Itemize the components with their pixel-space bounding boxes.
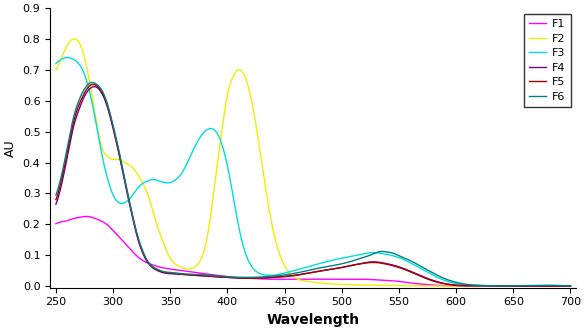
F3 (84, 84, 91, 88)
F3 (567, 284, 574, 288)
F2 (52, 68, 59, 72)
F5 (567, 284, 574, 288)
F4 (91, 85, 98, 89)
Y-axis label: AU: AU (4, 139, 17, 157)
F6 (84, 83, 91, 87)
F3 (52, 62, 59, 66)
F3 (64, 56, 71, 60)
F1 (366, 277, 373, 281)
F5 (381, 262, 388, 266)
F1 (444, 284, 451, 288)
F5 (366, 261, 373, 265)
F3 (352, 253, 359, 257)
Line: F4: F4 (56, 87, 571, 286)
F5 (352, 262, 359, 266)
F1 (381, 278, 388, 282)
F6 (352, 258, 359, 262)
Line: F3: F3 (56, 58, 571, 286)
F5 (52, 198, 59, 202)
F4 (381, 261, 388, 265)
F2 (71, 37, 78, 41)
F4 (444, 282, 451, 286)
F5 (84, 86, 91, 90)
F1 (497, 284, 504, 288)
Line: F2: F2 (56, 39, 571, 286)
F6 (88, 80, 96, 84)
Line: F6: F6 (56, 82, 571, 286)
F6 (567, 284, 574, 288)
F1 (352, 277, 359, 281)
F4 (366, 260, 373, 264)
F2 (84, 72, 91, 76)
F2 (366, 283, 373, 287)
F2 (444, 284, 451, 288)
F2 (430, 284, 437, 288)
F5 (496, 284, 503, 288)
Line: F5: F5 (56, 84, 571, 286)
F3 (381, 252, 388, 256)
F6 (381, 250, 388, 254)
F2 (352, 283, 359, 287)
F5 (510, 284, 517, 288)
X-axis label: Wavelength: Wavelength (267, 313, 360, 327)
F4 (52, 202, 59, 206)
F2 (497, 284, 504, 288)
F6 (444, 277, 451, 281)
F6 (52, 193, 59, 197)
Legend: F1, F2, F3, F4, F5, F6: F1, F2, F3, F4, F5, F6 (524, 14, 571, 107)
F3 (366, 251, 373, 255)
F2 (567, 284, 574, 288)
F3 (496, 284, 503, 288)
F1 (567, 284, 574, 288)
F6 (366, 254, 373, 258)
F4 (510, 284, 517, 288)
F5 (444, 282, 451, 286)
F4 (352, 262, 359, 266)
F1 (83, 214, 90, 218)
F4 (84, 89, 91, 93)
Line: F1: F1 (56, 216, 571, 286)
F4 (496, 284, 503, 288)
F1 (453, 284, 460, 288)
F1 (84, 214, 91, 218)
F4 (567, 284, 574, 288)
F5 (89, 82, 96, 86)
F3 (510, 284, 517, 288)
F3 (444, 279, 451, 283)
F6 (496, 284, 503, 288)
F2 (381, 283, 388, 287)
F1 (52, 222, 59, 226)
